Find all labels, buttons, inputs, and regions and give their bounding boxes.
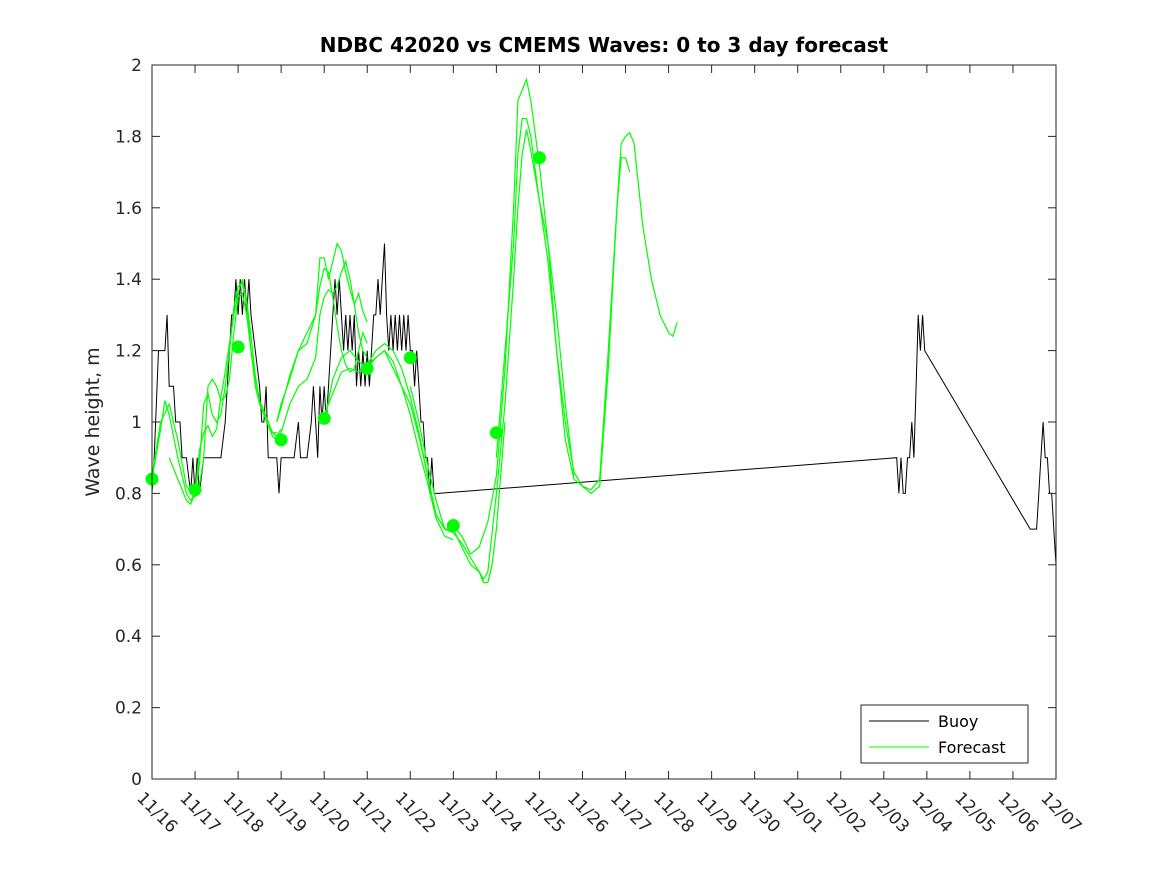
forecast-line-11: [452, 77, 678, 556]
legend-forecast-label: Forecast: [938, 738, 1006, 757]
y-tick-label: 0.8: [115, 484, 142, 504]
buoy-line: [151, 243, 1057, 565]
y-tick-label: 2: [131, 56, 142, 76]
y-tick-label: 0.6: [115, 556, 142, 576]
forecast-line-2: [151, 281, 282, 502]
y-axis-label: Wave height, m: [82, 347, 104, 496]
forecast-marker-5: [317, 411, 331, 425]
forecast-marker-2: [188, 483, 202, 497]
y-tick-label: 1.2: [115, 342, 142, 362]
forecast-line-5: [276, 241, 368, 423]
y-tick-label: 0.2: [115, 699, 142, 719]
forecast-marker-3: [231, 340, 245, 354]
forecast-marker-10: [532, 151, 546, 165]
forecast-marker-4: [274, 433, 288, 447]
legend-box: [860, 704, 1029, 764]
forecast-marker-6: [360, 362, 374, 375]
y-tick-label: 1: [131, 413, 142, 433]
y-tick-label: 0: [131, 770, 142, 790]
legend-buoy-label: Buoy: [938, 712, 978, 731]
y-tick-label: 1.6: [115, 199, 142, 219]
y-tick-label: 1.8: [115, 127, 142, 147]
forecast-line-8: [323, 349, 454, 541]
forecast-marker-group: [145, 151, 546, 532]
forecast-line-10: [409, 129, 575, 581]
chart-title: NDBC 42020 vs CMEMS Waves: 0 to 3 day fo…: [320, 33, 889, 57]
forecast-marker-7: [403, 351, 417, 365]
forecast-marker-9: [489, 426, 503, 440]
buoy-series-group: [151, 243, 1057, 565]
forecast-series-group: [151, 77, 678, 584]
forecast-line-12: [495, 117, 631, 491]
forecast-marker-8: [446, 519, 460, 532]
y-tick-label: 1.4: [115, 270, 142, 290]
y-tick-label: 0.4: [115, 627, 142, 647]
legend: Buoy Forecast: [860, 704, 1029, 764]
forecast-line-6: [280, 259, 368, 433]
